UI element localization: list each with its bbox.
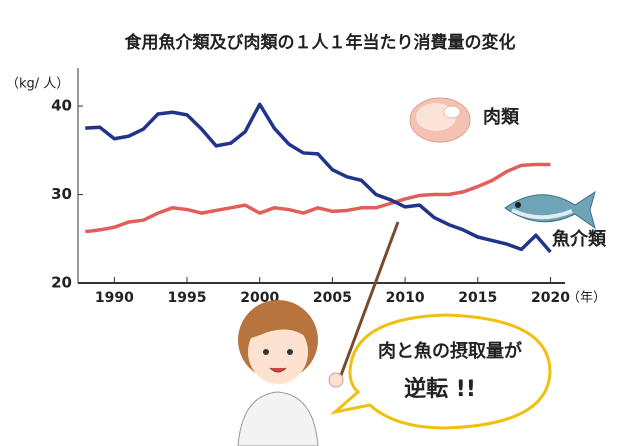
series-line bbox=[85, 162, 551, 234]
legend-label: 肉類 bbox=[483, 106, 520, 128]
x-tick-label: 1995 bbox=[168, 290, 207, 306]
annotation: 逆転 !! bbox=[404, 376, 476, 402]
y-tick-label: 40 bbox=[51, 97, 72, 115]
x-tick-label: 1990 bbox=[95, 290, 134, 306]
presenter bbox=[237, 300, 344, 446]
y-unit: （kg/ 人） bbox=[6, 77, 69, 92]
legend-label: 魚介類 bbox=[552, 228, 607, 250]
y-tick-label: 30 bbox=[51, 185, 72, 203]
pointer bbox=[338, 221, 400, 379]
y-tick-label: 20 bbox=[51, 274, 72, 292]
chart-title: 食用魚介類及び肉類の１人１年当たり消費量の変化 bbox=[125, 32, 516, 53]
fish-icon bbox=[504, 190, 596, 230]
x-tick-label: 2010 bbox=[386, 290, 425, 306]
x-tick-label: 2005 bbox=[313, 290, 352, 306]
meat-icon bbox=[409, 97, 471, 143]
x-tick-label: 2015 bbox=[458, 290, 497, 306]
speech-bubble bbox=[329, 313, 552, 430]
x-tick-label: 2020 bbox=[531, 290, 570, 306]
x-unit: （年） bbox=[567, 291, 606, 306]
annotation: 肉と魚の摂取量が bbox=[378, 340, 522, 362]
series-line bbox=[85, 102, 552, 254]
